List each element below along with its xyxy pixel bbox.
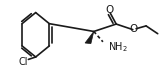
Text: Cl: Cl (18, 57, 28, 67)
Text: NH$_2$: NH$_2$ (108, 40, 128, 54)
Text: O: O (129, 24, 138, 34)
Text: O: O (105, 5, 114, 15)
Polygon shape (85, 31, 94, 44)
